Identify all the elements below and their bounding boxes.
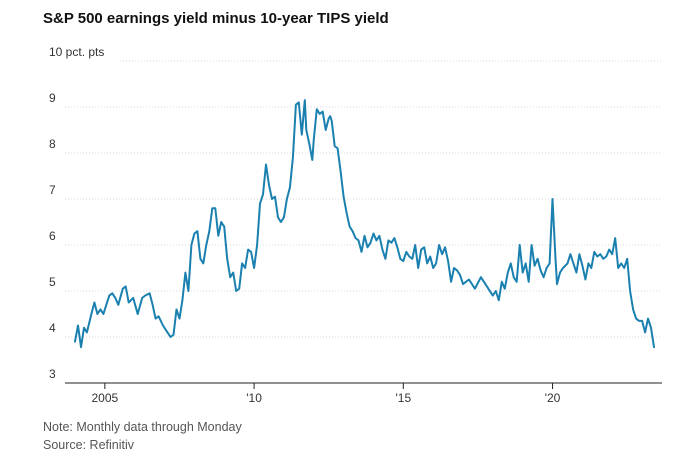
x-tick-label: '20 [545,391,561,405]
y-tick-label: 5 [49,275,56,289]
y-axis-ticks: 10 pct. pts 9 8 7 6 5 4 3 [49,45,104,381]
y-tick-label: 9 [49,91,56,105]
y-tick-label: 4 [49,321,56,335]
chart-notes: Note: Monthly data through Monday Source… [43,418,242,454]
gridlines [65,60,662,338]
y-tick-label: 3 [49,367,56,381]
x-tick-label: 2005 [91,391,118,405]
x-tick-label: '10 [246,391,262,405]
note-text: Note: Monthly data through Monday [43,420,242,434]
series-line [74,99,655,349]
chart-title: S&P 500 earnings yield minus 10-year TIP… [43,10,389,27]
y-tick-label: 6 [49,229,56,243]
x-axis: 2005 '10 '15 '20 [65,382,662,405]
y-tick-label: 7 [49,183,56,197]
y-tick-label: 8 [49,137,56,151]
x-tick-label: '15 [395,391,411,405]
y-tick-label: 10 pct. pts [49,45,104,59]
source-text: Source: Refinitiv [43,438,135,452]
